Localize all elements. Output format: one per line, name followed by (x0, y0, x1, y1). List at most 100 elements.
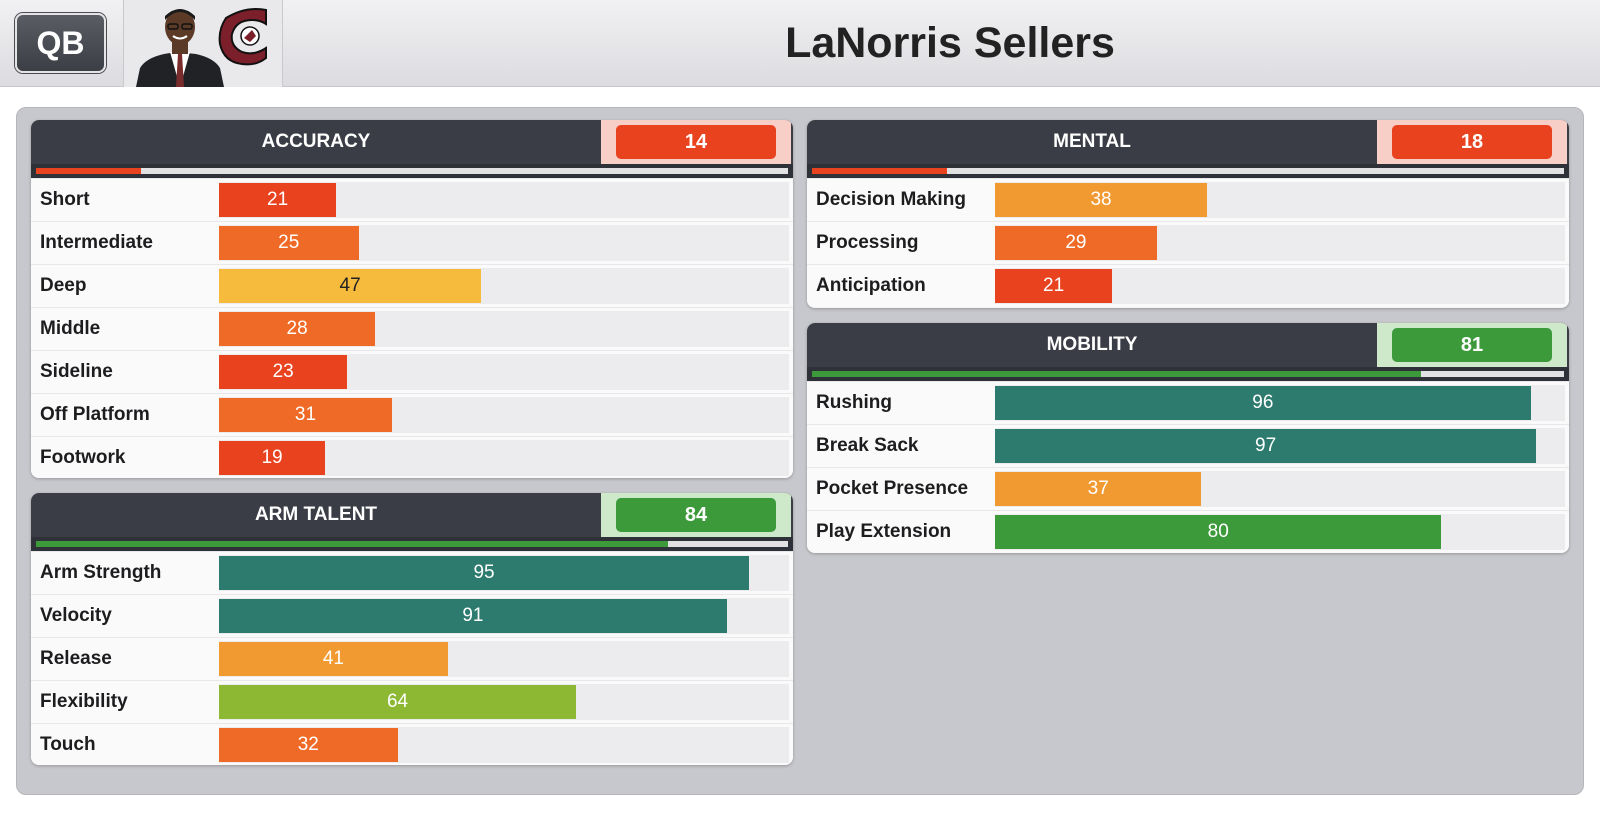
stat-label: Decision Making (816, 189, 966, 210)
accuracy-row: Middle 28 (31, 307, 793, 350)
arm-talent-score-badge: 84 (616, 498, 776, 532)
stat-bar-track: 97 (995, 428, 1565, 464)
mobility-title: MOBILITY (1046, 334, 1138, 355)
accuracy-row: Sideline 23 (31, 350, 793, 393)
mobility-card-header: MOBILITY 81 (807, 323, 1569, 367)
arm-talent-score-wrap: 84 (601, 493, 791, 537)
arm-talent-row: Touch 32 (31, 723, 793, 765)
stat-bar: 91 (219, 599, 727, 633)
arm-talent-row: Arm Strength 95 (31, 551, 793, 594)
mobility-row: Pocket Presence 37 (807, 467, 1569, 510)
mental-title: MENTAL (1053, 131, 1131, 152)
stat-label: Sideline (40, 361, 113, 382)
accuracy-title: ACCURACY (261, 131, 371, 152)
arm-talent-card-header: ARM TALENT 84 (31, 493, 793, 537)
stat-bar-track: 41 (219, 641, 789, 677)
stat-label: Middle (40, 318, 101, 339)
accuracy-card-header: ACCURACY 14 (31, 120, 793, 164)
accuracy-card: ACCURACY 14 Short 21 Intermediate 25 Deep 47 M… (31, 120, 793, 478)
mental-card: MENTAL 18 Decision Making 38 Processing 29 A… (807, 120, 1569, 308)
stat-bar-track: 21 (995, 268, 1565, 304)
arm-talent-row: Release 41 (31, 637, 793, 680)
accuracy-row: Short 21 (31, 178, 793, 221)
stat-label: Rushing (816, 392, 892, 413)
arm-talent-progress-track (36, 541, 788, 547)
player-photo-head (165, 9, 195, 45)
accuracy-score-wrap: 14 (601, 120, 791, 164)
mobility-score-badge: 81 (1392, 328, 1552, 362)
player-photo (123, 0, 283, 87)
stat-bar: 37 (995, 472, 1202, 506)
stat-bar-track: 47 (219, 268, 789, 304)
stat-bar: 29 (995, 226, 1157, 260)
stat-bar: 41 (219, 642, 448, 676)
stat-bar-track: 37 (995, 471, 1565, 507)
mental-score-wrap: 18 (1377, 120, 1567, 164)
stat-bar-track: 95 (219, 555, 789, 591)
arm-talent-card: ARM TALENT 84 Arm Strength 95 Velocity 91 Re… (31, 493, 793, 765)
mobility-row: Play Extension 80 (807, 510, 1569, 553)
stat-bar: 21 (995, 269, 1113, 303)
accuracy-row: Off Platform 31 (31, 393, 793, 436)
stat-bar: 95 (219, 556, 750, 590)
mobility-card: MOBILITY 81 Rushing 96 Break Sack 97 Pocket … (807, 323, 1569, 553)
arm-talent-row: Flexibility 64 (31, 680, 793, 723)
position-button[interactable]: QB (15, 13, 106, 73)
header-bar: QB LaNorris Sellers (0, 0, 1600, 87)
stat-label: Pocket Presence (816, 478, 969, 499)
mental-row: Decision Making 38 (807, 178, 1569, 221)
player-name: LaNorris Sellers (785, 19, 1115, 67)
stat-label: Anticipation (816, 275, 926, 296)
stat-bar: 19 (219, 441, 326, 475)
mental-card-header: MENTAL 18 (807, 120, 1569, 164)
stat-label: Intermediate (40, 232, 153, 253)
team-logo-icon (218, 8, 267, 66)
mobility-progress-track (812, 371, 1564, 377)
stat-bar-track: 29 (995, 225, 1565, 261)
stat-label: Flexibility (40, 691, 128, 712)
stat-bar: 97 (995, 429, 1537, 463)
ratings-board: ACCURACY 14 Short 21 Intermediate 25 Deep 47 M… (16, 107, 1584, 795)
stat-bar-track: 64 (219, 684, 789, 720)
accuracy-progress-fill (36, 168, 142, 174)
accuracy-score-badge: 14 (616, 125, 776, 159)
stat-bar-track: 96 (995, 385, 1565, 421)
stat-label: Arm Strength (40, 562, 162, 583)
stat-label: Short (40, 189, 90, 210)
stat-bar: 23 (219, 355, 348, 389)
stat-bar: 31 (219, 398, 392, 432)
stat-bar-track: 25 (219, 225, 789, 261)
stat-label: Footwork (40, 447, 126, 468)
stat-label: Deep (40, 275, 87, 296)
stat-bar: 28 (219, 312, 376, 346)
mental-row: Processing 29 (807, 221, 1569, 264)
stat-bar-track: 21 (219, 182, 789, 218)
mental-row: Anticipation 21 (807, 264, 1569, 307)
stat-label: Velocity (40, 605, 112, 626)
stat-label: Off Platform (40, 404, 150, 425)
stat-label: Touch (40, 734, 96, 755)
mobility-score-wrap: 81 (1377, 323, 1567, 367)
stat-bar: 96 (995, 386, 1531, 420)
stat-bar-track: 28 (219, 311, 789, 347)
stat-bar-track: 38 (995, 182, 1565, 218)
mobility-row: Break Sack 97 (807, 424, 1569, 467)
mental-progress-track (812, 168, 1564, 174)
mental-progress-fill (812, 168, 948, 174)
stat-bar: 38 (995, 183, 1208, 217)
arm-talent-title: ARM TALENT (254, 504, 378, 525)
mental-score-badge: 18 (1392, 125, 1552, 159)
accuracy-row: Intermediate 25 (31, 221, 793, 264)
stat-bar: 32 (219, 728, 398, 762)
mobility-progress-fill (812, 371, 1422, 377)
stat-bar-track: 23 (219, 354, 789, 390)
stat-label: Play Extension (816, 521, 952, 542)
mobility-row: Rushing 96 (807, 381, 1569, 424)
stat-label: Release (40, 648, 112, 669)
stat-label: Processing (816, 232, 919, 253)
stat-bar-track: 19 (219, 440, 789, 476)
arm-talent-row: Velocity 91 (31, 594, 793, 637)
stat-bar: 47 (219, 269, 482, 303)
stat-bar-track: 80 (995, 514, 1565, 550)
arm-talent-progress-fill (36, 541, 668, 547)
